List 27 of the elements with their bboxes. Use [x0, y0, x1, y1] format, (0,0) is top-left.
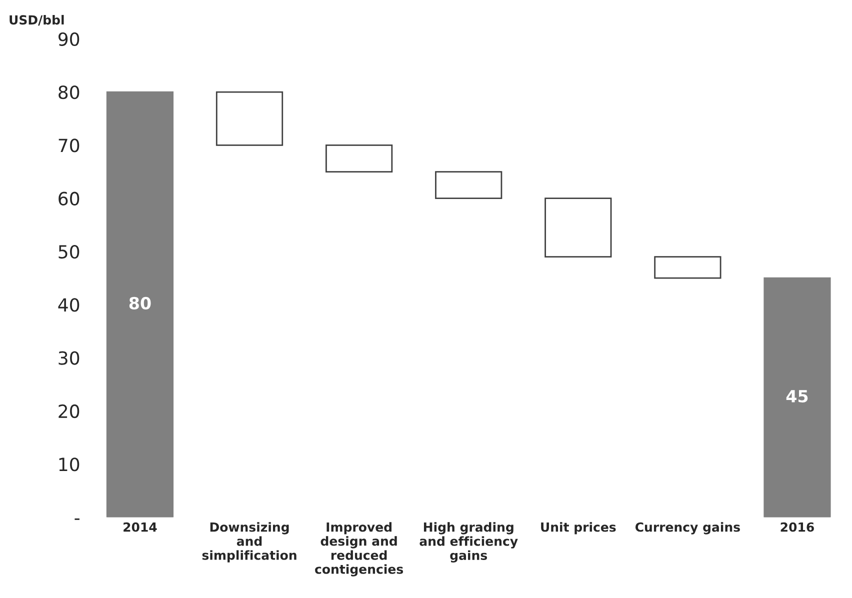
bar: [216, 91, 284, 146]
x-tick-label: Improved design and reduced contigencies: [315, 522, 404, 576]
y-tick-label: 30: [58, 351, 80, 365]
y-tick-label: 80: [58, 85, 80, 100]
y-tick-label: 40: [58, 298, 80, 312]
y-tick-label: 20: [58, 404, 80, 418]
data-label: 45: [786, 390, 808, 403]
x-tick-label: 2016: [780, 522, 814, 532]
bar: [764, 277, 831, 518]
bar: [106, 91, 174, 518]
bar: [326, 144, 393, 172]
x-tick-label: Unit prices: [541, 522, 616, 534]
y-tick-label: 70: [58, 138, 80, 152]
y-axis-title: USD/bbl: [10, 14, 64, 26]
y-tick-label: 60: [58, 192, 80, 206]
bar: [654, 256, 722, 279]
y-tick-label: 10: [59, 458, 80, 472]
x-tick-label: Currency gains: [635, 522, 740, 534]
bar: [544, 198, 612, 258]
x-tick-label: 2014: [124, 522, 157, 532]
x-tick-label: Downsizing and simplification: [202, 522, 296, 562]
x-tick-label: High grading and efficiency gains: [420, 522, 518, 563]
bar: [435, 171, 502, 200]
data-label: 80: [129, 296, 151, 310]
y-tick-label: -: [74, 518, 80, 520]
y-tick-label: 90: [58, 32, 80, 46]
y-tick-label: 50: [58, 244, 80, 259]
